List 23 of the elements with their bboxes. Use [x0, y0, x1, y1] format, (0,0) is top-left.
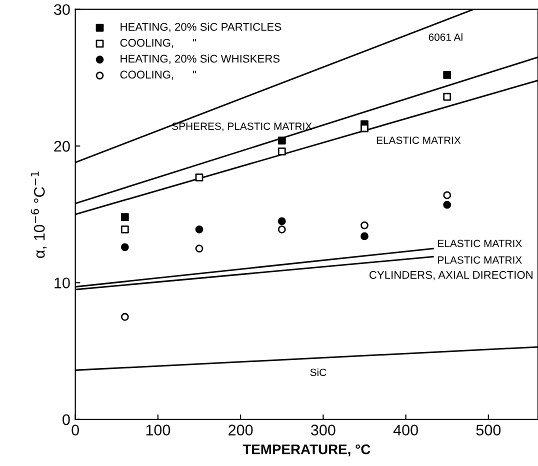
annotation: CYLINDERS, AXIAL DIRECTION: [369, 270, 532, 280]
x-tick-label: 500: [476, 424, 501, 436]
x-tick-label: 100: [146, 424, 170, 436]
legend-label: HEATING, 20% SiC PARTICLES: [120, 22, 282, 32]
y-tick-label: 10: [54, 278, 70, 288]
series-label: SiC: [310, 368, 326, 376]
legend-label: HEATING, 20% SiC WHISKERS: [120, 54, 280, 64]
legend-label: COOLING, ": [120, 38, 196, 48]
legend-label: COOLING, ": [120, 70, 196, 80]
series-label: ELASTIC MATRIX: [376, 136, 461, 144]
x-tick-label: 400: [393, 424, 418, 436]
y-tick-label: 0: [62, 414, 70, 426]
y-tick-label: 20: [54, 140, 70, 152]
x-tick-label: 200: [228, 424, 253, 436]
series-label: 6061 Al: [428, 33, 462, 41]
x-axis-title: TEMPERATURE, °C: [242, 444, 370, 456]
x-tick-label: 0: [72, 424, 79, 436]
y-axis-title: α, 10$^{−6}$ °C$^{−1}$: [30, 172, 47, 258]
x-tick-label: 300: [311, 424, 336, 436]
series-label: ELASTIC MATRIX: [438, 240, 522, 248]
y-tick-label: 30: [54, 4, 70, 16]
series-label: PLASTIC MATRIX: [438, 256, 522, 264]
series-label: SPHERES, PLASTIC MATRIX: [172, 122, 312, 132]
